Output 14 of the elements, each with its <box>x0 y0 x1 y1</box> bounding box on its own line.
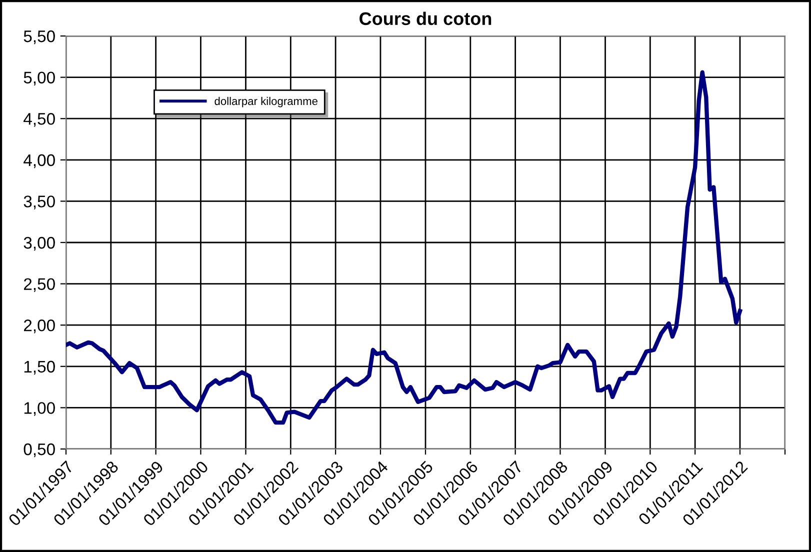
y-tick-label: 3,50 <box>24 196 55 210</box>
y-tick-label: 5,50 <box>24 30 55 44</box>
chart-title: Cours du coton <box>360 12 492 26</box>
legend-label: dollarpar kilogramme <box>214 96 318 108</box>
y-tick-label: 1,00 <box>24 402 55 416</box>
y-tick-label: 2,00 <box>24 320 55 334</box>
y-tick-label: 5,00 <box>24 72 55 86</box>
y-tick-label: 3,00 <box>24 236 55 251</box>
y-tick-label: 4,00 <box>24 154 55 168</box>
y-tick-label: 2,50 <box>24 278 55 292</box>
y-tick-label: 4,50 <box>24 113 55 127</box>
y-tick-label: 0,50 <box>24 443 55 458</box>
y-tick-label: 1,50 <box>24 360 55 375</box>
line-series <box>66 70 742 425</box>
